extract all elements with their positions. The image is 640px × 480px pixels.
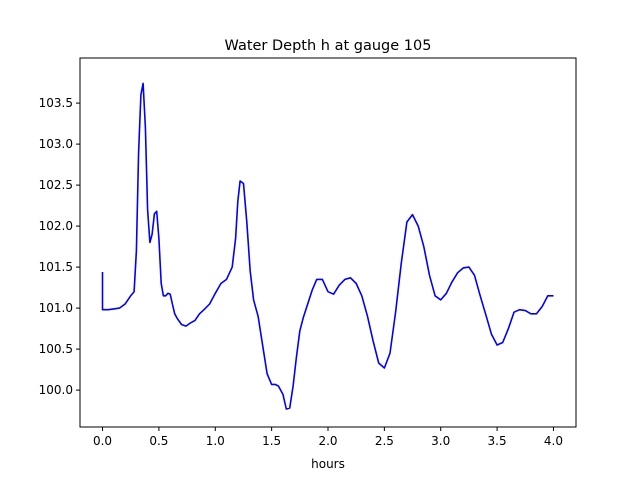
series-layer: [101, 82, 554, 410]
y-tick-label: 103.5: [39, 96, 73, 110]
y-tick-label: 102.0: [39, 219, 73, 233]
series-line: [101, 82, 554, 410]
y-tick-label: 101.5: [39, 260, 73, 274]
x-tick-label: 3.5: [488, 434, 507, 448]
y-tick-label: 103.0: [39, 137, 73, 151]
chart-title: Water Depth h at gauge 105: [225, 38, 432, 54]
x-tick-label: 1.5: [262, 434, 281, 448]
y-tick-label: 102.5: [39, 178, 73, 192]
x-tick-label: 4.0: [544, 434, 563, 448]
x-tick-label: 2.5: [375, 434, 394, 448]
y-tick-label: 100.5: [39, 342, 73, 356]
x-axis-label: hours: [311, 457, 345, 471]
x-tick-label: 1.0: [206, 434, 225, 448]
x-tick-label: 3.0: [431, 434, 450, 448]
x-tick-label: 0.5: [149, 434, 168, 448]
y-axis: 100.0 100.5 101.0 101.5 102.0 102.5 103.0 103.5: [39, 96, 80, 397]
x-axis: 0.0 0.5 1.0 1.5 2.0 2.5 3.0 3.5 4.0: [93, 427, 563, 448]
y-tick-label: 100.0: [39, 383, 73, 397]
x-tick-label: 0.0: [93, 434, 112, 448]
x-tick-label: 2.0: [318, 434, 337, 448]
y-tick-label: 101.0: [39, 301, 73, 315]
